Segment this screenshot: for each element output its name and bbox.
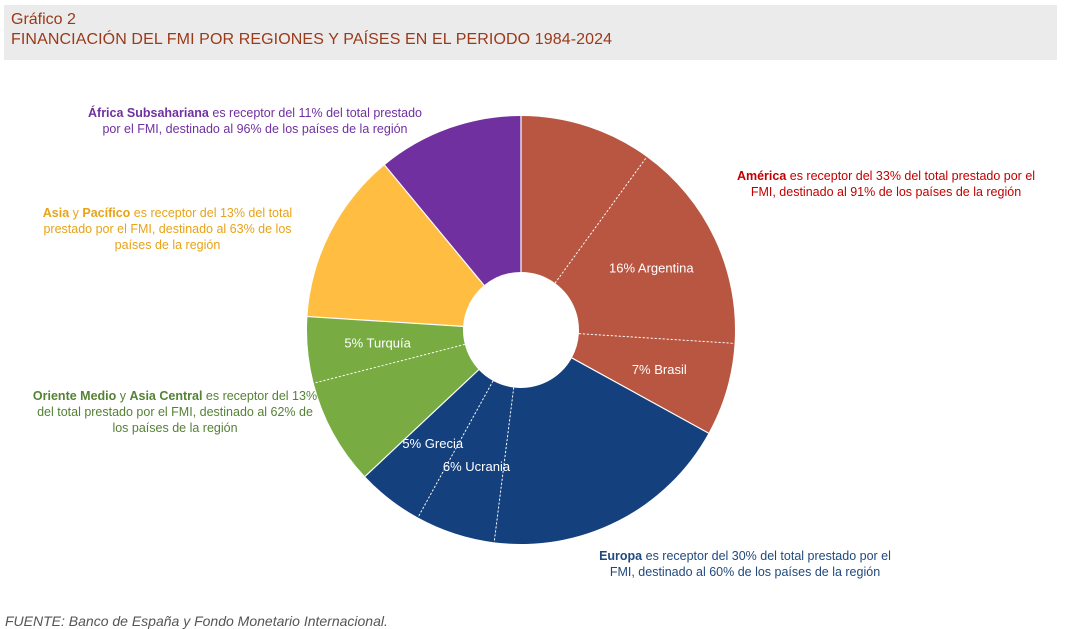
segment-africa-subsahariana-9 [384,116,521,286]
segment-europa-5 [365,369,494,518]
note-europa: Europa es receptor del 30% del total pre… [585,548,905,580]
divider-dotted-4 [493,387,515,543]
divider-dotted-7 [313,343,465,384]
note-asia-bold2: Pacífico [82,206,131,220]
segment-label-16-argentina: 16% Argentina [609,261,694,276]
segment-europa-3 [494,357,709,545]
divider-region-8 [307,315,464,327]
chart-source: FUENTE: Banco de España y Fondo Monetari… [5,613,388,629]
note-africa-text: es receptor del 11% del total prestado p… [102,106,422,136]
divider-dotted-1 [554,156,648,284]
divider-dotted-2 [578,333,735,344]
chart-title: FINANCIACIÓN DEL FMI POR REGIONES Y PAÍS… [11,31,613,48]
note-asia-text: es receptor del 13% del total prestado p… [43,206,293,252]
segment-dividers [307,116,735,543]
chart-kicker: Gráfico 2 [11,11,76,28]
segment-america-1 [555,156,735,344]
note-europa-text: es receptor del 30% del total prestado p… [609,549,891,579]
note-asia-bold1: Asia [42,206,70,220]
segment-labels: 16% Argentina 7% Brasil 6% Ucrania 5% Greci… [344,261,694,474]
segment-oriente-medio-y-asia-central-7 [307,316,465,384]
note-africa-bold: África Subsahariana [88,106,209,120]
note-america-text: es receptor del 33% del total prestado p… [750,169,1036,199]
segment-oriente-medio-y-asia-central-6 [313,344,479,477]
note-europa-bold: Europa [599,549,643,563]
segment-asia-y-pacifico-8 [307,165,485,327]
note-africa-subsahariana: África Subsahariana es receptor del 11% … [80,105,430,137]
note-america-bold: América [736,169,787,183]
divider-region-3 [571,357,709,434]
note-oriente-bold2: Asia Central [129,389,203,403]
chart-header: Gráfico 2 FINANCIACIÓN DEL FMI POR REGIO… [4,5,1057,60]
note-oriente-medio: Oriente Medio y Asia Central es receptor… [30,388,320,436]
note-oriente-bold1: Oriente Medio [32,389,117,403]
divider-dotted-5 [417,380,494,518]
segment-label-5-grecia: 5% Grecia [402,436,463,451]
note-oriente-mid: y [116,389,130,403]
segment-america-0 [521,116,647,284]
note-asia-mid: y [69,206,83,220]
segment-label-7-brasil: 7% Brasil [632,362,687,377]
segment-label-5-turquia: 5% Turquía [344,336,411,351]
segment-label-6-ucrania: 6% Ucrania [443,459,511,474]
divider-region-9 [384,164,485,286]
note-asia-pacifico: Asia y Pacífico es receptor del 13% del … [30,205,305,253]
segment-america-2 [571,333,735,434]
note-oriente-text: es receptor del 13% del total prestado p… [37,389,318,435]
donut-segments [307,116,735,545]
segment-europa-4 [417,380,514,543]
note-america: América es receptor del 33% del total pr… [730,168,1042,200]
divider-region-6 [364,369,480,477]
